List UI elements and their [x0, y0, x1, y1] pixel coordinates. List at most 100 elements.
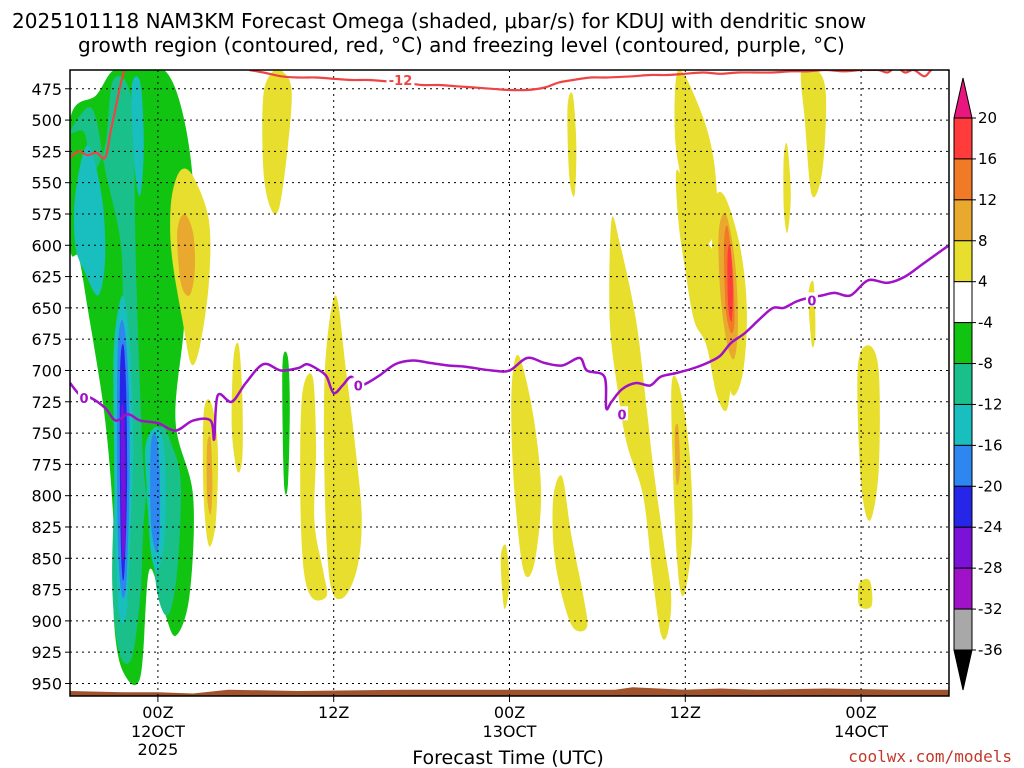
omega-region-18: [300, 373, 328, 601]
y-tick-label: 725: [31, 393, 62, 412]
colorbar-top-arrow: [953, 77, 973, 119]
y-tick-label: 800: [31, 487, 62, 506]
dgz-minus12-contour: [249, 70, 949, 92]
dgz-minus12-contour: [70, 70, 126, 160]
y-tick-label: 475: [31, 80, 62, 99]
colorbar-band: [953, 608, 973, 651]
omega-region-20: [511, 354, 542, 578]
colorbar-label: -36: [978, 641, 1003, 659]
dgz-label: -12: [389, 74, 413, 89]
colorbar-band: [953, 403, 973, 446]
colorbar-label: 4: [978, 273, 988, 291]
x-tick-date: 14OCT: [834, 722, 888, 741]
x-tick-date: 12OCT: [131, 722, 185, 741]
omega-region-2: [73, 145, 106, 296]
y-tick-label: 650: [31, 299, 62, 318]
omega-region-17: [262, 70, 292, 214]
contour-label-bg: [805, 292, 818, 307]
colorbar-band: [953, 485, 973, 528]
y-tick-label: 925: [31, 643, 62, 662]
colorbar-band: [953, 240, 973, 283]
omega-region-5: [131, 76, 144, 197]
y-tick-label: 950: [31, 674, 62, 693]
omega-region-16: [231, 342, 243, 473]
omega-region-19: [323, 295, 362, 600]
x-tick-label: 12Z: [318, 703, 349, 722]
credit-text: coolwx.com/models: [848, 747, 1012, 766]
x-tick-label: 00Z: [494, 703, 525, 722]
colorbar-label: -16: [978, 436, 1003, 454]
x-tick-label: 00Z: [142, 703, 173, 722]
colorbar-label: 8: [978, 232, 988, 250]
colorbar-band: [953, 444, 973, 487]
y-tick-label: 625: [31, 268, 62, 287]
omega-region-9: [120, 403, 126, 562]
x-tick-year: 2025: [138, 740, 179, 759]
chart-title-line2: growth region (contoured, red, °C) and f…: [78, 33, 845, 57]
omega-region-27: [671, 375, 693, 597]
colorbar-label: 20: [978, 109, 997, 127]
omega-region-21: [567, 92, 577, 197]
omega-region-37: [727, 243, 733, 322]
plot-area: 0 0 0 0 -12 475 500 525 550 575 600 625 650 675 700 72…: [31, 69, 950, 759]
y-tick-label: 600: [31, 236, 62, 255]
colorbar-band: [953, 322, 973, 365]
omega-region-23: [609, 216, 672, 640]
colorbar-band: [953, 363, 973, 405]
colorbar-label: -20: [978, 477, 1003, 495]
y-tick-label: 875: [31, 581, 62, 600]
y-tick-label: 750: [31, 424, 62, 443]
x-axis-label: Forecast Time (UTC): [412, 747, 603, 768]
x-tick-label: 12Z: [670, 703, 701, 722]
omega-region-28: [674, 423, 681, 486]
contour-label-bg: [78, 390, 91, 405]
colorbar-band: [953, 526, 973, 569]
colorbar-label: -12: [978, 395, 1003, 413]
colorbar-bottom-arrow: [953, 649, 973, 691]
omega-region-30: [800, 70, 827, 198]
freezing-level-label: 0: [354, 380, 363, 395]
freezing-level-label: 0: [617, 408, 626, 423]
contour-label-bg: [616, 406, 629, 421]
y-tick-label: 700: [31, 361, 62, 380]
omega-region-29: [783, 142, 791, 233]
x-tick-date: 13OCT: [483, 722, 537, 741]
colorbar-label: -24: [978, 518, 1003, 536]
colorbar-band: [953, 199, 973, 242]
colorbar: 20 16 12 8 4 -4 -8 -12 -16 -20 -24 -28 -32 -36: [953, 77, 1003, 691]
colorbar-label: 16: [978, 150, 997, 168]
freezing-level-label: 0: [80, 392, 89, 407]
y-tick-label: 825: [31, 518, 62, 537]
y-tick-label: 575: [31, 205, 62, 224]
y-tick-label: 500: [31, 111, 62, 130]
colorbar-band: [953, 567, 973, 610]
omega-region-31: [808, 280, 816, 348]
omega-region-25: [675, 169, 733, 412]
freezing-level-label: 0: [807, 294, 816, 309]
omega-region-10: [282, 351, 290, 495]
y-tick-label: 525: [31, 142, 62, 161]
colorbar-label: -8: [978, 355, 993, 373]
y-tick-label: 675: [31, 330, 62, 349]
colorbar-label: -28: [978, 559, 1003, 577]
contour-label-bg: [386, 72, 415, 87]
colorbar-label: 12: [978, 191, 997, 209]
colorbar-band: [953, 117, 973, 160]
colorbar-label: -32: [978, 600, 1003, 618]
x-tick-label: 00Z: [845, 703, 876, 722]
y-tick-label: 900: [31, 612, 62, 631]
chart-title-line1: 2025101118 NAM3KM Forecast Omega (shaded…: [12, 9, 866, 33]
colorbar-band: [953, 281, 973, 324]
y-tick-label: 850: [31, 549, 62, 568]
omega-region-24: [500, 544, 510, 609]
omega-region-7: [150, 433, 161, 553]
omega-region-22: [552, 475, 588, 632]
colorbar-label: -4: [978, 314, 993, 332]
omega-region-33: [857, 578, 873, 609]
freezing-level-contour: [70, 244, 949, 442]
omega-region-15: [206, 436, 213, 515]
terrain-surface: [70, 687, 949, 696]
omega-region-13: [177, 214, 196, 296]
y-tick-label: 550: [31, 174, 62, 193]
